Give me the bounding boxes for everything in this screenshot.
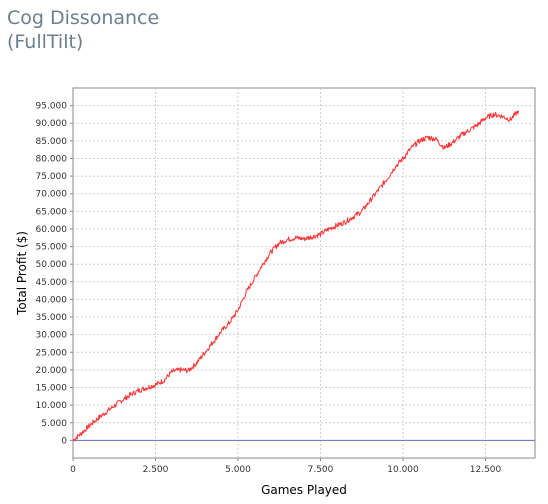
y-tick-label: 25.000 <box>36 348 68 358</box>
y-tick-label: 5.000 <box>41 419 67 429</box>
plot-area <box>72 87 536 459</box>
y-tick-label: 50.000 <box>36 260 68 270</box>
y-tick-label: 70.000 <box>36 190 68 200</box>
x-tick-label: 5.000 <box>225 465 251 475</box>
page-title-line-2: (FullTilt) <box>7 31 84 53</box>
y-tick-label: 45.000 <box>36 278 68 288</box>
profit-series-line <box>72 110 519 442</box>
y-tick-label: 75.000 <box>36 172 68 182</box>
y-tick-label: 60.000 <box>36 225 68 235</box>
series-layer <box>72 110 535 442</box>
y-tick-label: 80.000 <box>36 154 68 164</box>
y-tick-label: 35.000 <box>36 313 68 323</box>
page-title-line-1: Cog Dissonance <box>7 7 160 29</box>
x-tick-label: 2.500 <box>143 465 169 475</box>
x-tick-label: 0 <box>70 465 76 475</box>
y-tick-label: 0 <box>61 436 67 446</box>
y-tick-label: 95.000 <box>36 102 68 112</box>
y-axis-title: Total Profit ($) <box>15 231 29 316</box>
y-tick-label: 10.000 <box>36 401 68 411</box>
y-tick-label: 65.000 <box>36 207 68 217</box>
y-tick-label: 15.000 <box>36 384 68 394</box>
grid-lines <box>73 88 535 458</box>
x-axis: 0 2.500 5.000 7.500 10.000 12.500 <box>70 458 502 475</box>
y-axis: 0 5.000 10.000 15.000 20.000 25.000 30.000 35.0… <box>36 102 73 446</box>
x-axis-title: Games Played <box>261 483 347 497</box>
page-title: Cog Dissonance (FullTilt) <box>7 6 159 54</box>
x-tick-label: 7.500 <box>308 465 334 475</box>
x-tick-label: 10.000 <box>387 465 419 475</box>
y-tick-label: 30.000 <box>36 331 68 341</box>
y-tick-label: 40.000 <box>36 295 68 305</box>
y-tick-label: 20.000 <box>36 366 68 376</box>
x-tick-label: 12.500 <box>470 465 502 475</box>
y-tick-label: 55.000 <box>36 243 68 253</box>
y-tick-label: 90.000 <box>36 119 68 129</box>
y-tick-label: 85.000 <box>36 137 68 147</box>
